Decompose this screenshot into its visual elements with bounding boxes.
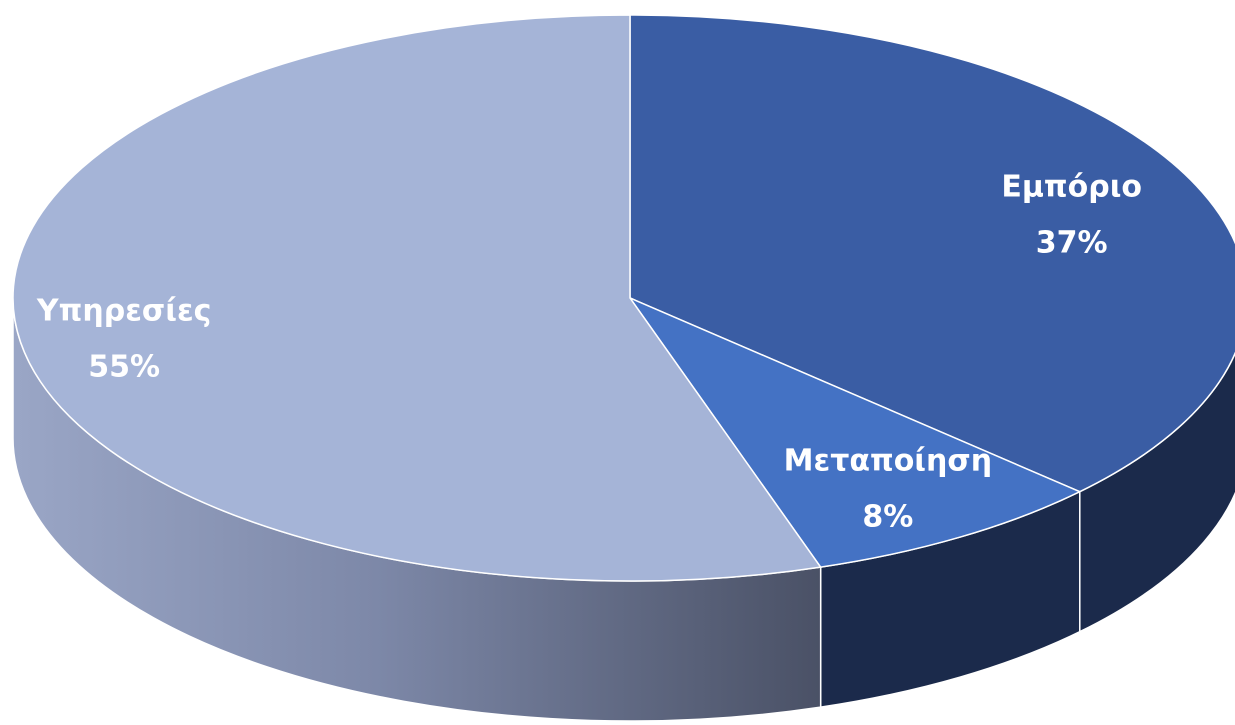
pie-slice-2 xyxy=(629,297,1081,568)
slice-value-label: 55% xyxy=(88,350,160,385)
pie-top-faces xyxy=(12,14,1235,582)
slice-value-label: 37% xyxy=(1036,225,1108,260)
slice-value-label: 8% xyxy=(862,499,913,534)
pie-slice-1 xyxy=(629,14,1235,493)
slice-category-label: Υπηρεσίες xyxy=(36,294,212,329)
slice-label-2: Μεταποίηση 8% xyxy=(784,443,992,534)
slice-category-label: Εμπόριο xyxy=(1001,169,1142,204)
slice-label-1: Εμπόριο 37% xyxy=(1001,169,1142,260)
pie-slice-3 xyxy=(12,14,822,582)
pie-labels: Εμπόριο 37% Μεταποίηση 8% Υπηρεσίες 55% xyxy=(36,169,1142,534)
slice-label-3: Υπηρεσίες 55% xyxy=(36,294,212,385)
slice-category-label: Μεταποίηση xyxy=(784,443,992,478)
